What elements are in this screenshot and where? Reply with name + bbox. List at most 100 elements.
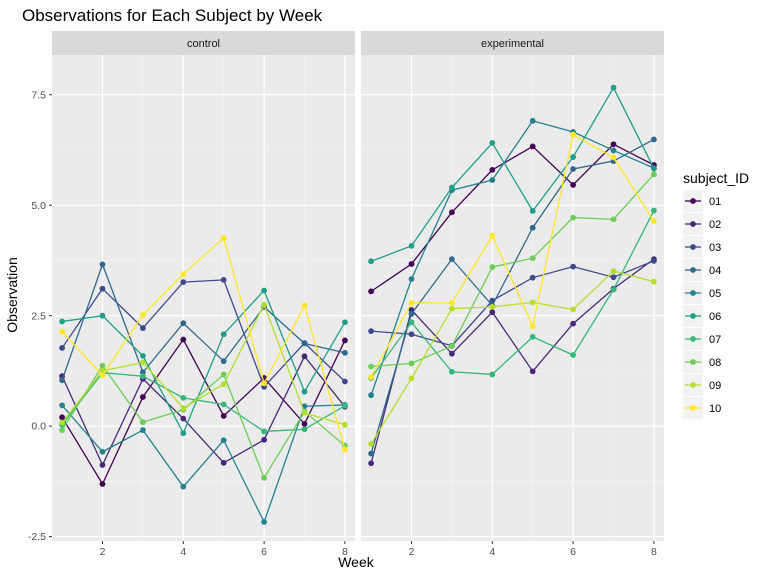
legend-key-05: 05: [683, 282, 721, 304]
data-point: [529, 208, 536, 214]
x-tick-label: 6: [570, 546, 576, 558]
data-point: [59, 345, 65, 351]
data-point: [570, 166, 576, 172]
legend-key-01: 01: [683, 190, 721, 212]
y-tick-label: 5.0: [31, 200, 46, 212]
data-point: [489, 232, 496, 239]
data-point: [342, 349, 348, 356]
data-point: [449, 350, 455, 357]
data-point: [261, 287, 267, 294]
x-tick-label: 6: [261, 546, 267, 558]
data-point: [368, 460, 374, 467]
series-line: [370, 258, 655, 464]
data-point: [99, 285, 106, 292]
data-point: [408, 242, 415, 249]
legend-key-point: [690, 359, 696, 365]
x-tick-label: 8: [342, 546, 348, 558]
x-axis-title: Week: [338, 554, 375, 570]
data-point: [449, 184, 455, 191]
data-point: [570, 306, 576, 313]
data-point: [489, 177, 496, 183]
facet-strip-label: control: [187, 38, 220, 50]
legend-title: subject_ID: [683, 170, 749, 186]
legend-key-point: [690, 336, 696, 342]
data-point: [489, 264, 496, 270]
data-point: [220, 459, 227, 466]
series-experimental-04: [368, 136, 657, 457]
data-point: [368, 288, 374, 295]
data-point: [59, 318, 65, 325]
data-point: [449, 209, 455, 216]
data-point: [140, 311, 146, 318]
data-point: [99, 312, 106, 319]
data-point: [301, 421, 308, 427]
x-tick-label: 2: [409, 546, 415, 558]
data-point: [59, 328, 65, 335]
legend-key-04: 04: [683, 259, 721, 281]
data-point: [342, 421, 348, 428]
data-point: [570, 181, 576, 188]
data-point: [651, 207, 657, 214]
x-tick-label: 4: [489, 546, 495, 558]
data-point: [368, 258, 374, 265]
data-point: [408, 261, 415, 267]
data-point: [59, 427, 65, 434]
legend-key-point: [690, 405, 696, 411]
series-line: [62, 289, 346, 435]
series-line: [61, 262, 346, 381]
legend-label: 03: [709, 242, 721, 254]
data-point: [570, 263, 576, 270]
facet-strip: [361, 31, 664, 55]
x-tick-label: 8: [651, 546, 657, 558]
data-point: [368, 392, 374, 399]
data-point: [59, 402, 65, 409]
series-line: [61, 303, 346, 426]
legend-key-10: 10: [683, 397, 721, 419]
data-point: [99, 462, 106, 468]
data-point: [449, 343, 455, 350]
series-line: [371, 173, 655, 368]
data-point: [651, 218, 657, 225]
data-point: [180, 279, 187, 285]
data-point: [408, 360, 415, 367]
legend-label: 07: [709, 334, 721, 346]
panel-background: [52, 55, 355, 541]
data-point: [301, 302, 308, 309]
series-line: [61, 338, 346, 486]
data-point: [651, 278, 657, 285]
data-point: [570, 131, 576, 138]
data-point: [342, 446, 348, 453]
x-tick-label: 4: [180, 546, 186, 558]
series-experimental-06: [368, 84, 657, 265]
data-point: [261, 380, 267, 387]
data-point: [449, 368, 455, 375]
data-point: [140, 369, 146, 376]
facet-panel-experimental: experimental 2 4 6 8: [361, 31, 664, 558]
data-point: [651, 257, 657, 264]
legend-key-point: [690, 198, 696, 204]
legend-label: 10: [709, 403, 721, 415]
series-line: [61, 371, 346, 433]
series-control-06: [59, 287, 348, 437]
y-tick-label: 0.0: [31, 421, 46, 433]
x-tick-label: 2: [100, 546, 106, 558]
data-point: [529, 224, 536, 231]
data-point: [261, 301, 267, 308]
facet-strip-label: experimental: [481, 38, 544, 50]
legend-label: 05: [709, 288, 721, 300]
data-point: [261, 519, 267, 525]
panel-background: [361, 55, 664, 541]
data-point: [610, 84, 617, 91]
series-experimental-01: [368, 141, 657, 295]
data-point: [220, 276, 227, 283]
data-point: [610, 154, 617, 161]
data-point: [140, 373, 146, 380]
data-point: [99, 481, 106, 487]
legend-key-06: 06: [683, 305, 721, 327]
data-point: [529, 299, 536, 306]
data-point: [610, 141, 617, 148]
series-experimental-07: [368, 207, 657, 381]
data-point: [610, 268, 617, 274]
data-point: [489, 371, 496, 378]
data-point: [140, 352, 146, 359]
